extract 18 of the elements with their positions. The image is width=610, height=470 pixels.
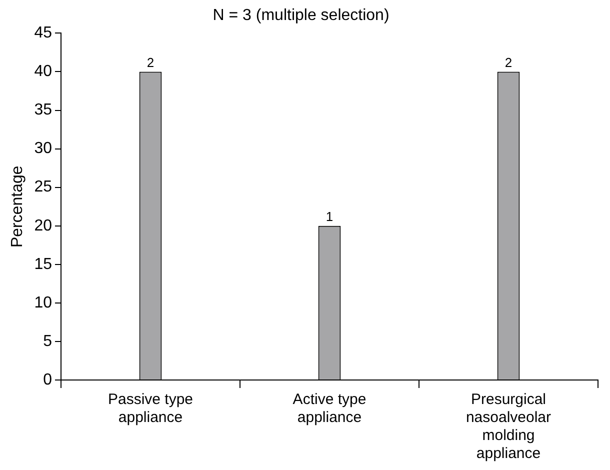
annotation: 2 <box>146 54 154 70</box>
y-tick-label: 45 <box>34 24 52 42</box>
y-tick-label: 30 <box>34 140 52 158</box>
y-tick-label: 20 <box>34 217 52 234</box>
annotation: 2 <box>504 54 512 70</box>
y-tick-label: 5 <box>43 332 52 350</box>
chart-title: N = 3 (multiple selection) <box>212 7 390 24</box>
annotation: 1 <box>326 208 334 224</box>
y-tick-label: 40 <box>34 63 52 80</box>
x-tick-label: Passive type appliance <box>108 391 194 426</box>
y-axis-title: Percentage <box>9 166 26 248</box>
y-tick-label: 0 <box>43 371 52 388</box>
y-tick-label: 10 <box>34 294 52 312</box>
x-tick-label: Active type appliance <box>292 391 366 426</box>
y-tick-label: 25 <box>34 178 52 196</box>
y-tick-label: 35 <box>34 102 52 119</box>
y-tick-label: 15 <box>34 256 52 273</box>
x-tick-label: Presurgical nasoalveolar molding appliance <box>466 391 552 462</box>
